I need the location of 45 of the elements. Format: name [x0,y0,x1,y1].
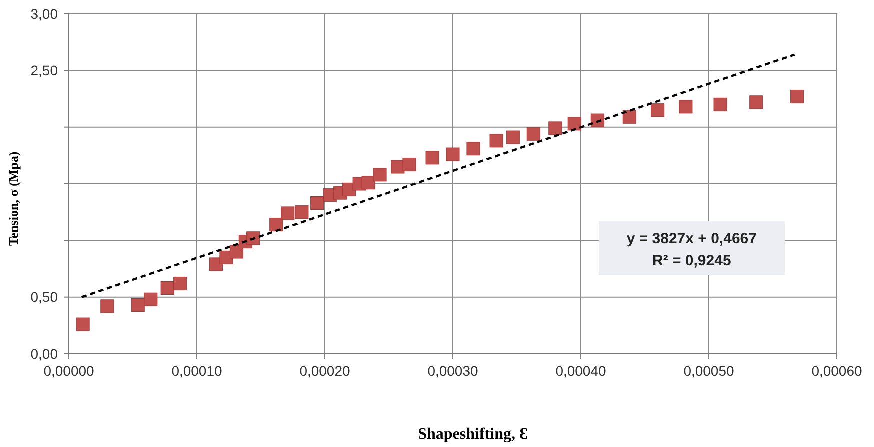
x-tick-label: 0,00050 [684,363,735,379]
x-tick-label: 0,00030 [428,363,479,379]
x-tick-label: 0,00010 [172,363,223,379]
point [281,206,295,220]
point [548,122,562,136]
point [362,176,376,190]
point [174,276,188,290]
annotation: y = 3827x + 0,4667 [626,230,757,248]
x-axis-title: Shapeshifting, Ɛ [418,426,528,443]
point [160,282,174,296]
x-tick-label: 0,00060 [812,363,863,379]
x-tick-label: 0,00000 [44,363,95,379]
point [144,292,158,306]
point [100,300,114,314]
annotation: R² = 0,9245 [652,252,732,270]
point [651,104,665,118]
point [568,117,582,131]
y-tick-label: 3,00 [30,6,58,22]
point [490,134,504,148]
point [590,114,604,128]
y-tick-label: 0,50 [30,289,58,306]
point [622,110,636,124]
y-tick-label: 2,50 [30,62,58,79]
point [426,151,440,165]
y-tick-label: 0,00 [30,346,58,362]
point [526,127,540,141]
point [230,245,244,259]
point [446,148,460,162]
point [310,196,324,210]
point [76,318,90,332]
point [679,100,693,114]
point [246,232,260,246]
point [270,218,284,232]
point [295,206,309,220]
point [131,298,145,312]
point [790,90,804,104]
point [714,98,728,112]
point [402,158,416,172]
y-axis-title: Tension, σ (Mpa) [6,152,21,246]
point [466,142,480,156]
point [373,168,387,182]
x-tick-label: 0,00020 [300,363,351,379]
point [750,96,764,110]
point [506,130,520,144]
x-tick-label: 0,00040 [556,363,607,379]
